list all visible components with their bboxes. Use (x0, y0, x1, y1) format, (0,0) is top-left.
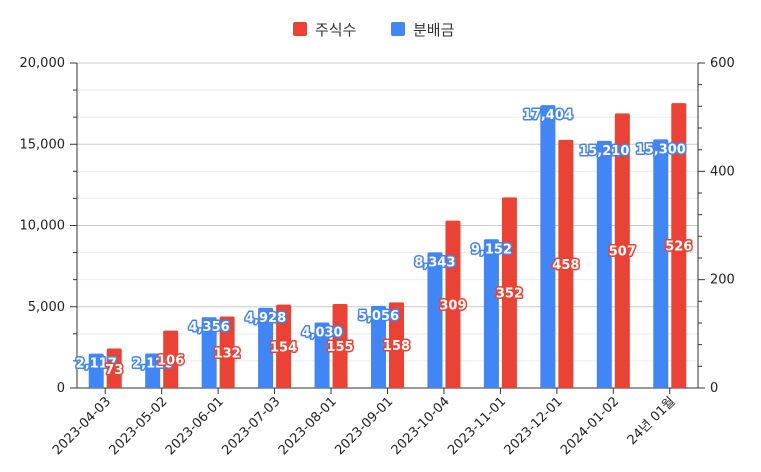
data-label-주식수: 352 (496, 287, 523, 302)
bar-주식수 (332, 304, 348, 388)
data-label-주식수: 458 (552, 258, 579, 273)
bar-주식수 (558, 139, 574, 388)
bar-주식수 (219, 316, 235, 388)
bar-주식수 (501, 197, 517, 388)
bars (88, 103, 687, 388)
data-label-분배금: 2,117 (76, 357, 117, 372)
bar-분배금 (201, 317, 217, 388)
bar-분배금 (145, 353, 161, 388)
x-tick-label: 2023-06-01 (163, 394, 227, 458)
data-label-분배금: 4,030 (301, 326, 342, 341)
y-left-tick-label: 5,000 (28, 300, 65, 315)
bar-분배금 (88, 353, 104, 388)
legend-swatch (293, 22, 307, 36)
x-tick-label: 2024-01-02 (558, 394, 622, 458)
bar-분배금 (427, 252, 443, 388)
legend-label: 주식수 (315, 21, 356, 39)
bar-분배금 (596, 140, 612, 388)
x-tick-label: 2023-09-01 (332, 394, 396, 458)
x-tick-label: 2023-05-02 (106, 394, 170, 458)
data-label-분배금: 15,300 (636, 142, 686, 157)
data-label-분배금: 9,152 (471, 242, 512, 257)
data-label-분배금: 15,210 (579, 144, 629, 159)
bar-분배금 (258, 307, 274, 388)
y-right-tick-label: 400 (710, 164, 735, 179)
legend: 주식수 분배금 (293, 21, 455, 39)
x-tick-label: 2023-10-04 (389, 394, 453, 458)
data-label-주식수: 526 (665, 240, 692, 255)
bar-주식수 (614, 113, 630, 388)
bar-주식수 (106, 348, 122, 388)
x-tick-label: 2023-07-03 (219, 394, 283, 458)
y-right-tick-label: 600 (710, 56, 735, 71)
bar-주식수 (389, 302, 404, 388)
data-label-주식수: 158 (383, 339, 410, 354)
x-tick-label: 2023-08-01 (276, 394, 340, 458)
bar-주식수 (163, 330, 179, 388)
data-label-분배금: 4,356 (189, 320, 230, 335)
data-label-주식수: 132 (214, 346, 241, 361)
legend-label: 분배금 (413, 21, 455, 39)
data-label-분배금: 8,343 (414, 255, 455, 270)
y-left-tick-label: 0 (57, 381, 65, 396)
y-left-tick-label: 15,000 (20, 137, 66, 152)
data-label-분배금: 4,928 (245, 311, 286, 326)
data-label-분배금: 2,120 (132, 357, 173, 372)
bar-주식수 (445, 220, 461, 388)
gridlines (77, 62, 698, 389)
x-tick-label: 2023-04-03 (50, 394, 114, 458)
y-left-tick-label: 10,000 (20, 219, 66, 234)
data-label-주식수: 507 (609, 245, 636, 260)
x-tick-label: 24년 01월 (625, 394, 679, 448)
data-label-주식수: 106 (157, 353, 184, 368)
bar-분배금 (540, 105, 556, 388)
y-right-tick-label: 0 (710, 381, 718, 396)
bar-분배금 (371, 305, 386, 388)
data-label-분배금: 5,056 (358, 309, 399, 324)
bar-주식수 (671, 103, 687, 388)
data-label-주식수: 73 (105, 363, 123, 378)
legend-swatch (391, 22, 405, 36)
data-label-주식수: 154 (270, 340, 297, 355)
data-label-주식수: 155 (326, 340, 353, 355)
x-tick-label: 2023-12-01 (502, 394, 566, 458)
y-left-tick-label: 20,000 (20, 56, 66, 71)
data-label-주식수: 309 (439, 298, 466, 313)
bar-분배금 (314, 322, 330, 388)
data-label-분배금: 17,404 (523, 108, 573, 123)
x-tick-label: 2023-11-01 (445, 394, 509, 458)
bar-주식수 (276, 304, 292, 388)
y-right-tick-label: 200 (710, 273, 735, 288)
bar-분배금 (483, 239, 499, 388)
bar-분배금 (653, 139, 669, 388)
